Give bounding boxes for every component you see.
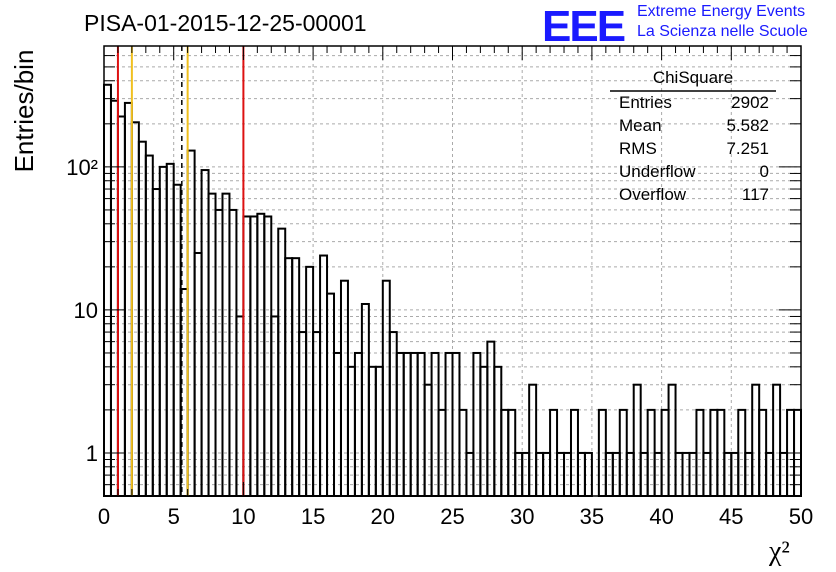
histogram-bar (277, 227, 287, 498)
stats-value: 117 (741, 185, 769, 204)
x-tick-label: 25 (440, 504, 464, 529)
histogram-bar (200, 169, 210, 497)
histogram-bar (472, 351, 482, 497)
histogram-bar (291, 257, 301, 498)
y-tick-label: 1 (86, 441, 98, 466)
stats-value: 0 (759, 162, 769, 181)
histogram-bar (249, 215, 259, 497)
histogram-bar (123, 101, 133, 497)
x-tick-label: 50 (789, 504, 813, 529)
stats-label: Underflow (619, 162, 696, 181)
histogram-bar (451, 351, 461, 497)
histogram-bar (263, 215, 273, 497)
x-tick-label: 0 (98, 504, 110, 529)
histogram-bar (270, 315, 280, 497)
y-tick-label: 10 (74, 298, 98, 323)
x-tick-label: 40 (649, 504, 673, 529)
histogram-bar (751, 383, 761, 498)
chart-title: PISA-01-2015-12-25-00001 (84, 10, 367, 36)
stats-label: Entries (619, 93, 672, 112)
histogram-bar (165, 162, 175, 497)
stats-row-underflow: Underflow 0 (619, 162, 769, 182)
histogram-bar (235, 315, 245, 497)
axes: 0 5 10 15 20 25 30 35 40 45 50 1 10 10² (66, 45, 813, 529)
logo-subtitle-line2: La Scienza nelle Scuole (637, 23, 808, 40)
logo-subtitle-line1: Extreme Energy Events (637, 3, 806, 20)
histogram-bar (479, 365, 489, 497)
histogram-bar (374, 365, 384, 497)
histogram-bar (772, 383, 782, 498)
stats-row-overflow: Overflow 117 (619, 185, 769, 205)
histogram-bar (667, 383, 677, 498)
histogram-bar (221, 192, 231, 498)
histogram-bar (305, 265, 315, 498)
stats-row-entries: Entries 2902 (619, 93, 769, 113)
histogram-bar (256, 212, 266, 497)
histogram-bar (242, 215, 252, 497)
histogram-bar (353, 351, 363, 497)
histogram-bar (388, 331, 398, 497)
y-axis-label: Entries/bin (9, 49, 39, 173)
histogram-bar (528, 383, 538, 498)
histogram-bar (423, 383, 433, 498)
histogram-bar (395, 351, 405, 497)
x-tick-label: 45 (719, 504, 743, 529)
histogram-bar (109, 99, 119, 498)
histogram-bar (402, 351, 412, 497)
stats-label: RMS (619, 139, 657, 158)
x-tick-label: 10 (231, 504, 255, 529)
histogram-bar (416, 351, 426, 497)
stats-label: Mean (619, 116, 662, 135)
histogram-bar (632, 383, 642, 498)
histogram-bar (103, 83, 112, 497)
x-tick-label: 30 (510, 504, 534, 529)
histogram-bar (486, 340, 496, 497)
stats-value: 7.251 (726, 139, 769, 158)
histogram-bar (367, 365, 377, 497)
histogram-bar (298, 331, 308, 497)
histogram-bar (172, 183, 182, 497)
histogram-bar (130, 121, 140, 497)
stats-row-mean: Mean 5.582 (619, 116, 769, 136)
stats-row-rms: RMS 7.251 (619, 139, 769, 159)
histogram-bar (339, 279, 349, 498)
stats-value: 5.582 (726, 116, 769, 135)
histogram-bar (444, 351, 454, 497)
histogram-bar (312, 331, 322, 497)
histogram-bar (333, 351, 342, 497)
histogram-bar (493, 365, 503, 497)
histogram-bar (207, 192, 217, 498)
stats-title: ChiSquare (652, 68, 734, 87)
histogram-bar (284, 257, 294, 498)
histogram-bar (430, 351, 440, 497)
histogram-bar (144, 154, 154, 498)
histogram-bar (137, 140, 147, 497)
x-axis-label: χ² (769, 536, 790, 567)
x-tick-label: 15 (301, 504, 325, 529)
eee-logo: EEE (542, 2, 626, 51)
histogram-bar (346, 365, 356, 497)
histogram-bar (381, 279, 391, 498)
histogram-bar (158, 165, 168, 498)
reference-lines (116, 46, 245, 496)
histogram-bar (409, 351, 419, 497)
x-tick-label: 5 (168, 504, 180, 529)
stats-label: Overflow (619, 185, 687, 204)
x-tick-label: 20 (371, 504, 395, 529)
y-tick-label: 10² (66, 155, 98, 180)
x-tick-label: 35 (580, 504, 604, 529)
histogram-bar (151, 188, 161, 497)
stats-value: 2902 (731, 93, 769, 112)
